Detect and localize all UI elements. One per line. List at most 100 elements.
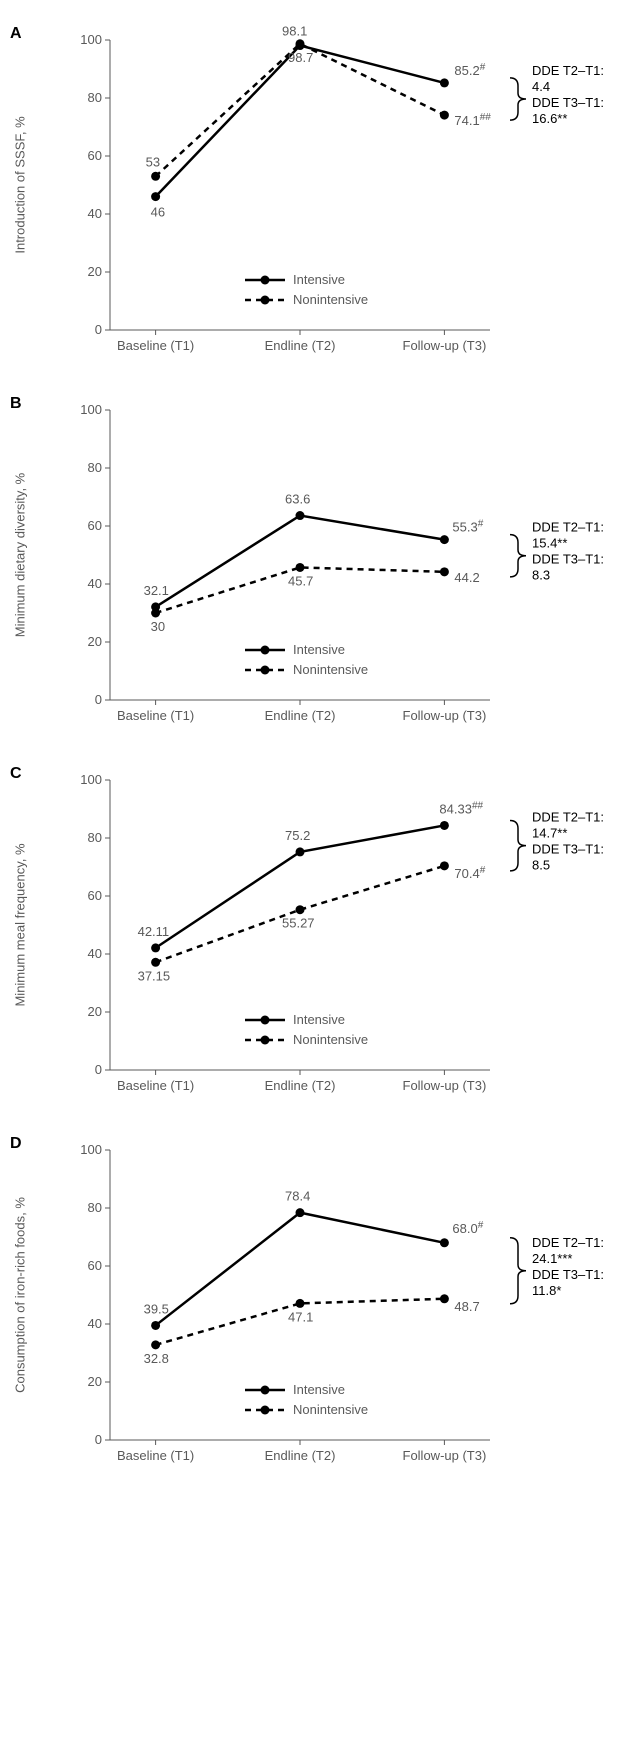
- brace: [510, 820, 526, 870]
- data-label: 45.7: [288, 573, 313, 588]
- chart-svg: 020406080100Baseline (T1)Endline (T2)Fol…: [65, 25, 623, 375]
- dde-text: DDE T3–T1:: [532, 552, 604, 567]
- data-marker: [151, 1321, 160, 1330]
- dde-text: 8.5: [532, 858, 550, 873]
- chart-container: Minimum dietary diversity, %020406080100…: [65, 395, 613, 745]
- y-tick-label: 80: [88, 90, 102, 105]
- data-marker: [151, 609, 160, 618]
- chart-container: Minimum meal frequency, %020406080100Bas…: [65, 765, 613, 1115]
- legend-label-intensive: Intensive: [293, 1382, 345, 1397]
- data-label: 37.15: [138, 968, 171, 983]
- legend: Intensive Nonintensive: [245, 1012, 368, 1047]
- data-marker: [296, 39, 305, 48]
- dde-text: 16.6**: [532, 111, 567, 126]
- data-label: 48.7: [454, 1299, 479, 1314]
- panel-B: BMinimum dietary diversity, %02040608010…: [10, 395, 613, 745]
- x-category-label: Baseline (T1): [117, 1448, 194, 1463]
- y-tick-label: 20: [88, 634, 102, 649]
- data-label: 42.11: [138, 924, 170, 939]
- data-marker: [296, 847, 305, 856]
- chart-container: Consumption of iron-rich foods, %0204060…: [65, 1135, 613, 1485]
- x-category-label: Endline (T2): [265, 1448, 336, 1463]
- brace: [510, 78, 526, 120]
- dde-text: 8.3: [532, 568, 550, 583]
- x-category-label: Baseline (T1): [117, 338, 194, 353]
- y-tick-label: 80: [88, 830, 102, 845]
- data-label: 44.2: [454, 570, 479, 585]
- legend: Intensive Nonintensive: [245, 1382, 368, 1417]
- dde-text: 4.4: [532, 79, 550, 94]
- y-tick-label: 100: [80, 32, 102, 47]
- data-label: 70.4#: [454, 865, 485, 881]
- data-label: 55.27: [282, 916, 315, 931]
- data-label: 46: [151, 205, 165, 220]
- y-tick-label: 80: [88, 1200, 102, 1215]
- data-label: 53: [146, 154, 160, 169]
- y-tick-label: 0: [95, 1062, 102, 1077]
- x-category-label: Baseline (T1): [117, 708, 194, 723]
- y-tick-label: 60: [88, 518, 102, 533]
- legend-label-intensive: Intensive: [293, 642, 345, 657]
- data-marker: [440, 111, 449, 120]
- y-tick-label: 100: [80, 402, 102, 417]
- brace: [510, 1238, 526, 1304]
- x-category-label: Endline (T2): [265, 1078, 336, 1093]
- y-tick-label: 40: [88, 206, 102, 221]
- y-tick-label: 40: [88, 1316, 102, 1331]
- intensive-line: [156, 46, 445, 197]
- data-marker: [440, 1238, 449, 1247]
- data-marker: [151, 192, 160, 201]
- y-tick-label: 0: [95, 1432, 102, 1447]
- data-marker: [296, 1208, 305, 1217]
- x-category-label: Follow-up (T3): [403, 708, 487, 723]
- legend: Intensive Nonintensive: [245, 642, 368, 677]
- y-axis-label: Consumption of iron-rich foods, %: [13, 1197, 28, 1393]
- data-marker: [151, 943, 160, 952]
- y-tick-label: 40: [88, 576, 102, 591]
- legend-label-nonintensive: Nonintensive: [293, 292, 368, 307]
- data-label: 78.4: [285, 1189, 310, 1204]
- panel-label: D: [10, 1135, 22, 1153]
- chart-svg: 020406080100Baseline (T1)Endline (T2)Fol…: [65, 1135, 623, 1485]
- y-tick-label: 20: [88, 264, 102, 279]
- data-label: 98.1: [282, 25, 307, 39]
- chart-svg: 020406080100Baseline (T1)Endline (T2)Fol…: [65, 395, 623, 745]
- data-marker: [440, 78, 449, 87]
- brace: [510, 535, 526, 577]
- y-tick-label: 0: [95, 322, 102, 337]
- data-marker: [296, 511, 305, 520]
- x-category-label: Baseline (T1): [117, 1078, 194, 1093]
- dde-text: DDE T2–T1:: [532, 520, 604, 535]
- dde-text: 15.4**: [532, 536, 567, 551]
- panel-D: DConsumption of iron-rich foods, %020406…: [10, 1135, 613, 1485]
- legend-label-nonintensive: Nonintensive: [293, 1402, 368, 1417]
- x-category-label: Endline (T2): [265, 338, 336, 353]
- data-label: 32.1: [144, 583, 169, 598]
- x-category-label: Follow-up (T3): [403, 1448, 487, 1463]
- panel-A: AIntroduction of SSSF, %020406080100Base…: [10, 25, 613, 375]
- data-marker: [296, 1299, 305, 1308]
- data-marker: [296, 905, 305, 914]
- dde-text: DDE T3–T1:: [532, 842, 604, 857]
- dde-text: DDE T3–T1:: [532, 1267, 604, 1282]
- panel-label: B: [10, 395, 22, 413]
- data-marker: [440, 1294, 449, 1303]
- y-tick-label: 60: [88, 1258, 102, 1273]
- legend-label-nonintensive: Nonintensive: [293, 662, 368, 677]
- legend-label-nonintensive: Nonintensive: [293, 1032, 368, 1047]
- y-tick-label: 0: [95, 692, 102, 707]
- y-axis-label: Minimum dietary diversity, %: [13, 473, 28, 637]
- legend-label-intensive: Intensive: [293, 1012, 345, 1027]
- dde-text: 11.8*: [532, 1283, 561, 1298]
- data-marker: [151, 172, 160, 181]
- data-label: 74.1##: [454, 112, 491, 128]
- panel-label: C: [10, 765, 22, 783]
- y-tick-label: 100: [80, 1142, 102, 1157]
- data-label: 55.3#: [452, 519, 483, 535]
- chart-svg: 020406080100Baseline (T1)Endline (T2)Fol…: [65, 765, 623, 1115]
- y-tick-label: 40: [88, 946, 102, 961]
- data-marker: [440, 861, 449, 870]
- data-marker: [151, 1340, 160, 1349]
- y-tick-label: 60: [88, 888, 102, 903]
- chart-container: Introduction of SSSF, %020406080100Basel…: [65, 25, 613, 375]
